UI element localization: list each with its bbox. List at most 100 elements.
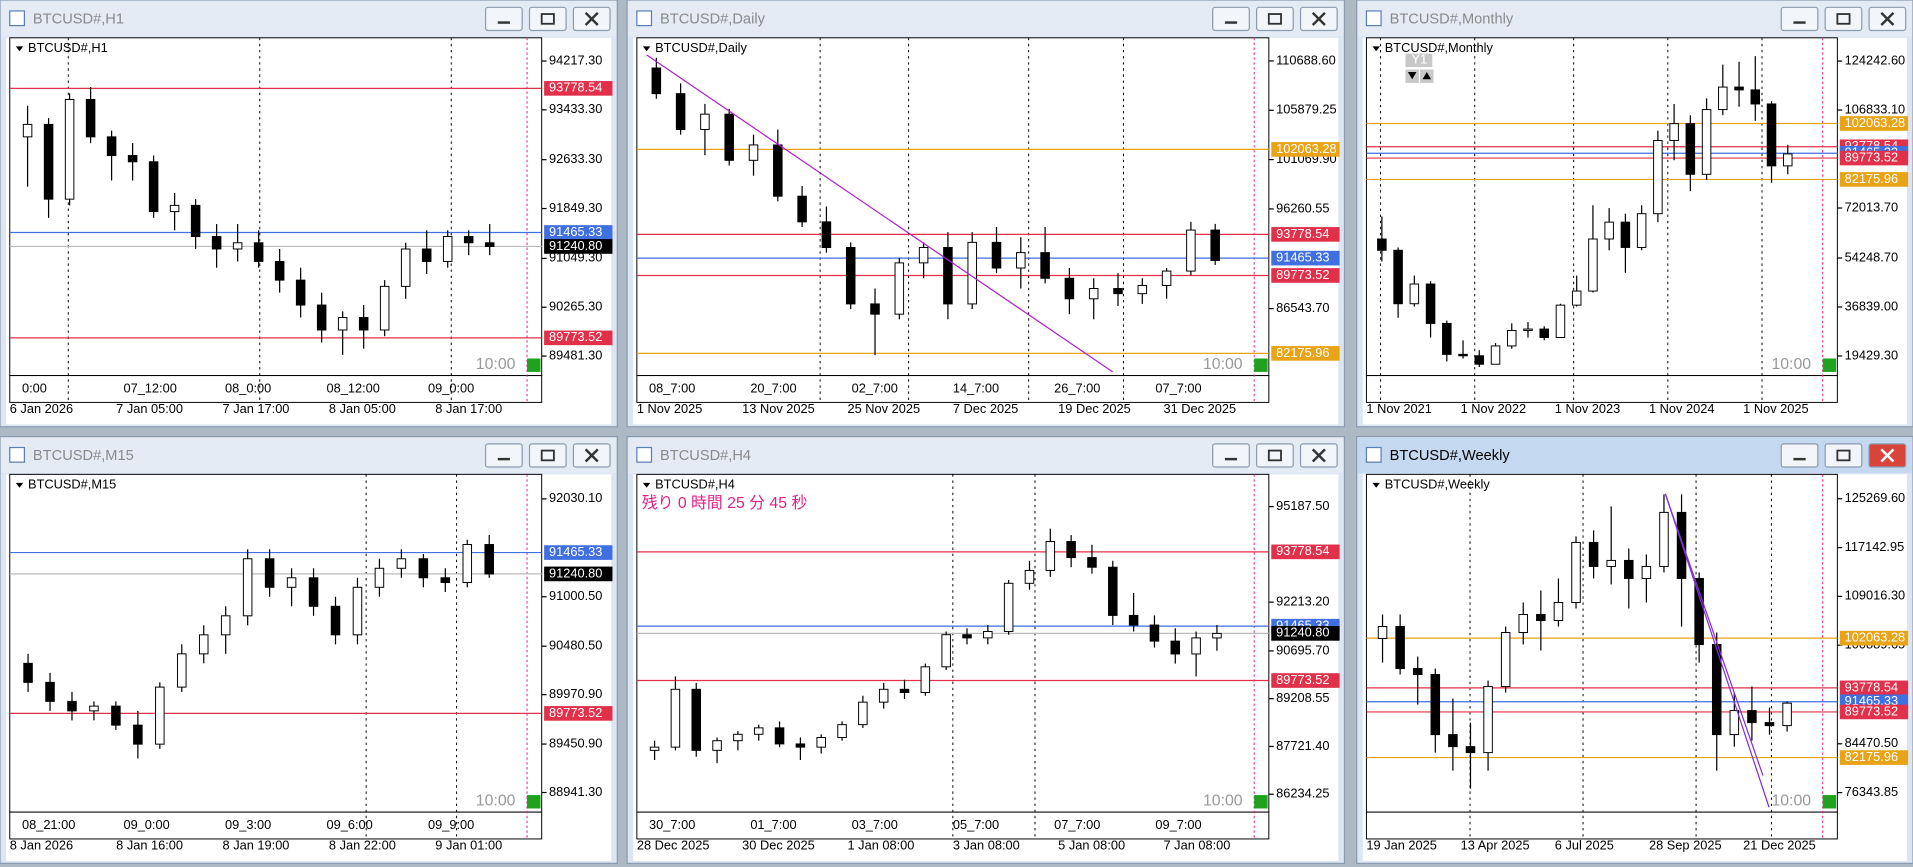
down-glyph [1407, 71, 1417, 80]
minimize-button[interactable] [484, 443, 523, 468]
candle-body [1555, 304, 1566, 338]
date-label: 1 Nov 2023 [1555, 401, 1620, 416]
maximize-glyph [540, 13, 555, 25]
price-level-label: 89773.52 [1845, 149, 1898, 164]
maximize-button[interactable] [1824, 443, 1863, 468]
candle-body [89, 705, 99, 712]
y-tick-label: 88941.30 [549, 784, 602, 799]
chart-area [1362, 37, 1907, 425]
price-level-tag [1271, 626, 1340, 641]
date-label: 7 Jan 17:00 [223, 401, 290, 416]
date-label: 28 Sep 2025 [1649, 838, 1722, 853]
candle-body [967, 241, 977, 305]
candle-body [920, 666, 931, 694]
title-bar[interactable] [1357, 1, 1912, 37]
candle-body [106, 136, 117, 157]
symbol-arrow [1372, 46, 1380, 52]
date-label: 19 Dec 2025 [1058, 401, 1131, 416]
candle-body [1620, 221, 1631, 248]
time-label: 07_7:00 [1054, 817, 1100, 832]
candle-body [1393, 249, 1403, 305]
candle-body [1729, 710, 1740, 736]
title-bar[interactable] [1357, 437, 1912, 474]
time-label: 02_7:00 [852, 380, 898, 395]
candle-body [991, 241, 1002, 269]
candle-body [1588, 541, 1599, 567]
candle-body [1539, 328, 1549, 338]
candle-body [440, 577, 451, 584]
minimize-button[interactable] [484, 6, 523, 32]
candle-body [773, 144, 783, 197]
maximize-button[interactable] [1256, 6, 1294, 32]
minimize-button[interactable] [1780, 6, 1819, 32]
date-label: 6 Jan 2026 [10, 401, 73, 416]
candle-body [1149, 624, 1160, 642]
candle-body [1186, 229, 1196, 272]
maximize-button[interactable] [528, 6, 567, 32]
minimize-button[interactable] [1212, 6, 1250, 32]
candle-body [1506, 329, 1517, 347]
candle-body [1588, 238, 1598, 292]
candle-body [274, 260, 285, 281]
maximize-button[interactable] [1824, 6, 1863, 32]
candle-body [190, 204, 201, 238]
candle-body [1016, 252, 1026, 269]
candle-body [253, 242, 264, 262]
candle-body [1170, 640, 1181, 655]
price-level-label: 93778.54 [1276, 543, 1329, 558]
candle-body [111, 705, 121, 726]
time-label: 01_7:00 [750, 817, 796, 832]
clock-label: 10:00 [476, 792, 516, 809]
maximize-button[interactable] [1256, 443, 1294, 468]
candle-body [442, 236, 453, 262]
candle-body [421, 248, 432, 262]
price-level-tag [544, 81, 613, 96]
minimize-button[interactable] [1212, 443, 1250, 468]
date-label: 1 Nov 2022 [1461, 401, 1526, 416]
minimize-button[interactable] [1780, 443, 1819, 468]
maximize-button[interactable] [528, 443, 567, 468]
corner-box [1254, 795, 1268, 809]
price-level-label: 93778.54 [1276, 226, 1329, 241]
time-label: 03_7:00 [852, 817, 898, 832]
date-label: 8 Jan 19:00 [223, 838, 290, 853]
price-level-tag [544, 706, 613, 721]
candle-body [1783, 153, 1793, 167]
y-tick-label: 76343.85 [1845, 784, 1898, 799]
candle-body [1377, 238, 1387, 251]
symbol-arrow [15, 482, 24, 488]
candle-body [1448, 734, 1458, 748]
candle-body [1624, 559, 1634, 579]
candle-body [1409, 283, 1420, 305]
candle-body [845, 247, 856, 305]
candle-body [1734, 86, 1744, 91]
y-tick-label: 87721.40 [1276, 738, 1329, 753]
y-tick-label: 110688.60 [1276, 52, 1336, 67]
symbol-label: BTCUSD#,H4 [655, 477, 735, 492]
period-button-label[interactable]: Y1 [1412, 52, 1428, 67]
date-label: 8 Jan 17:00 [435, 401, 502, 416]
price-level-tag [544, 545, 613, 560]
candle-body [155, 686, 165, 745]
candle-body [337, 317, 348, 331]
candle-body [352, 586, 363, 636]
time-label: 07_7:00 [1155, 380, 1201, 395]
time-label: 09_0:00 [123, 817, 169, 832]
price-level-tag [1839, 172, 1909, 187]
date-label: 8 Jan 16:00 [116, 838, 183, 853]
price-level-label: 89773.52 [1845, 703, 1898, 718]
price-level-tag [1271, 346, 1340, 361]
candle-body [1412, 668, 1423, 676]
price-level-label: 91240.80 [1276, 625, 1329, 640]
candle-body [1210, 229, 1220, 261]
candle-body [1764, 722, 1775, 727]
corner-box [527, 795, 541, 809]
price-level-label: 89773.52 [1276, 267, 1329, 282]
y-tick-label: 106833.10 [1845, 101, 1906, 116]
candle-body [748, 144, 759, 161]
chart-area [633, 37, 1339, 425]
candle-body [1212, 632, 1222, 639]
price-level-tag [1271, 227, 1340, 242]
period-button[interactable] [1405, 53, 1433, 68]
time-label: 09_6:00 [326, 817, 372, 832]
